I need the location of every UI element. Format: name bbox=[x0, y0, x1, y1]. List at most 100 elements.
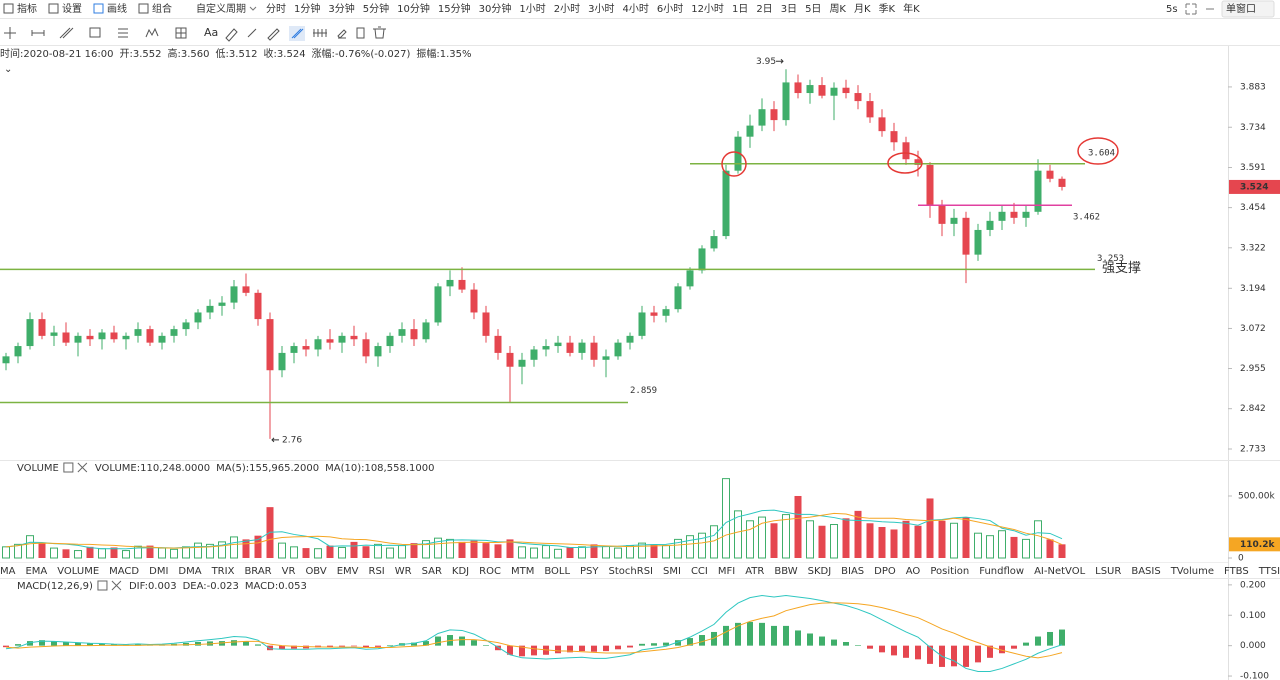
period-item[interactable]: 2小时 bbox=[554, 3, 580, 15]
candle-body bbox=[482, 312, 490, 336]
period-item[interactable]: 3小时 bbox=[588, 3, 614, 15]
indicator-tab[interactable]: SKDJ bbox=[808, 566, 832, 577]
indicator-tab[interactable]: TTSI bbox=[1258, 566, 1280, 577]
fullscreen-icon[interactable] bbox=[1185, 3, 1197, 15]
period-item[interactable]: 30分钟 bbox=[479, 2, 512, 15]
indicator-tab[interactable]: MFI bbox=[718, 566, 735, 577]
period-item[interactable]: 季K bbox=[879, 3, 896, 15]
indicator-tab[interactable]: DMA bbox=[178, 566, 201, 577]
brush-tool[interactable] bbox=[225, 28, 238, 42]
channel-tool[interactable] bbox=[59, 27, 74, 39]
toolbar-item[interactable]: 组合 bbox=[152, 2, 172, 15]
period-item[interactable]: 10分钟 bbox=[397, 2, 430, 15]
indicator-tab[interactable]: WR bbox=[395, 566, 412, 577]
close-icon[interactable] bbox=[111, 580, 122, 591]
period-item[interactable]: 周K bbox=[829, 3, 846, 15]
macd-bar bbox=[603, 645, 609, 652]
tool-icon[interactable] bbox=[93, 3, 104, 14]
indicator-tab[interactable]: TRIX bbox=[211, 566, 235, 577]
drawing-tools[interactable] bbox=[4, 26, 386, 42]
segment-tool[interactable] bbox=[31, 30, 45, 36]
custom-period[interactable]: 自定义周期 bbox=[196, 2, 246, 15]
indicator-tab[interactable]: CCI bbox=[691, 566, 708, 577]
period-item[interactable]: 1日 bbox=[732, 4, 748, 15]
volume-bar bbox=[794, 495, 802, 558]
indicator-tab[interactable]: BBW bbox=[774, 566, 797, 577]
indicator-tab[interactable]: TVolume bbox=[1170, 566, 1214, 577]
indicator-tab[interactable]: BIAS bbox=[841, 566, 864, 577]
period-item[interactable]: 年K bbox=[903, 2, 920, 15]
candle-body bbox=[398, 329, 406, 336]
indicator-tab[interactable]: DMI bbox=[149, 566, 168, 577]
indicator-tab[interactable]: OBV bbox=[305, 566, 326, 577]
tool-icon[interactable] bbox=[3, 3, 14, 14]
period-item[interactable]: 分时 bbox=[266, 3, 286, 15]
macd-bar bbox=[795, 630, 801, 646]
indicator-tab[interactable]: AO bbox=[906, 566, 921, 577]
toolbar-item[interactable]: 画线 bbox=[107, 2, 127, 15]
indicator-tab[interactable]: BOLL bbox=[544, 566, 570, 577]
indicator-tab[interactable]: VOLUME bbox=[57, 566, 99, 577]
indicator-tab[interactable]: VR bbox=[282, 566, 296, 577]
ruler-tool[interactable] bbox=[267, 28, 280, 41]
indicator-tab[interactable]: Position bbox=[930, 566, 969, 577]
period-item[interactable]: 1小时 bbox=[519, 3, 545, 15]
period-item[interactable]: 15分钟 bbox=[438, 2, 471, 15]
indicator-tab[interactable]: DPO bbox=[874, 566, 896, 577]
indicator-tab[interactable]: MACD bbox=[109, 566, 139, 577]
indicator-tab[interactable]: BRAR bbox=[244, 566, 271, 577]
crosshair-tool[interactable] bbox=[4, 27, 16, 39]
settings-icon[interactable] bbox=[63, 462, 74, 473]
pane-legend: DEA:-0.023 bbox=[183, 581, 239, 592]
copy-tool[interactable] bbox=[356, 27, 365, 39]
font-tool[interactable]: Aa bbox=[204, 26, 218, 39]
period-item[interactable]: 4小时 bbox=[622, 3, 648, 15]
indicator-tab[interactable]: Fundflow bbox=[979, 566, 1024, 577]
rect-tool[interactable] bbox=[89, 27, 101, 38]
indicator-tab[interactable]: StochRSI bbox=[609, 566, 653, 577]
period-item[interactable]: 12小时 bbox=[691, 3, 724, 15]
indicator-tab[interactable]: MA bbox=[0, 566, 16, 577]
grid-tool[interactable] bbox=[175, 27, 187, 39]
indicator-tab[interactable]: RSI bbox=[369, 566, 385, 577]
close-icon[interactable] bbox=[77, 462, 88, 473]
fib-tool[interactable] bbox=[118, 28, 128, 38]
period-item[interactable]: 2日 bbox=[756, 4, 772, 15]
indicator-tab[interactable]: FTBS bbox=[1224, 566, 1249, 577]
period-item[interactable]: 6小时 bbox=[657, 3, 683, 15]
indicator-tab[interactable]: AI-NetVOL bbox=[1034, 566, 1085, 577]
magnet-tool[interactable] bbox=[291, 28, 304, 39]
refresh-label[interactable]: 5s bbox=[1166, 4, 1178, 15]
indicator-tab[interactable]: LSUR bbox=[1095, 566, 1121, 577]
tool-icon[interactable] bbox=[138, 3, 149, 14]
measure-tool[interactable] bbox=[313, 29, 327, 37]
toolbar-item[interactable]: 指标 bbox=[17, 2, 37, 15]
settings-icon[interactable] bbox=[97, 580, 108, 591]
collapse-arrow[interactable]: ⌄ bbox=[4, 64, 12, 75]
indicator-tab[interactable]: PSY bbox=[580, 566, 599, 577]
window-button[interactable] bbox=[1221, 0, 1275, 18]
wave-tool[interactable] bbox=[145, 27, 159, 38]
indicator-tab[interactable]: EMA bbox=[25, 566, 47, 577]
indicator-tab[interactable]: ATR bbox=[745, 566, 764, 577]
lock-tool[interactable] bbox=[337, 29, 347, 39]
period-item[interactable]: 3分钟 bbox=[328, 2, 354, 15]
window-label[interactable]: 单窗口 bbox=[1226, 2, 1256, 15]
period-item[interactable]: 5分钟 bbox=[363, 2, 389, 15]
period-item[interactable]: 1分钟 bbox=[294, 2, 320, 15]
volume-bar bbox=[806, 520, 814, 559]
indicator-tab[interactable]: MTM bbox=[511, 566, 534, 577]
indicator-tab[interactable]: EMV bbox=[337, 566, 359, 577]
period-item[interactable]: 5日 bbox=[805, 4, 821, 15]
indicator-tab[interactable]: KDJ bbox=[452, 566, 469, 577]
tool-icon[interactable] bbox=[48, 3, 59, 14]
delete-tool[interactable] bbox=[373, 26, 386, 39]
indicator-tab[interactable]: BASIS bbox=[1131, 566, 1160, 577]
indicator-tab[interactable]: SAR bbox=[422, 566, 442, 577]
period-item[interactable]: 3日 bbox=[781, 4, 797, 15]
period-item[interactable]: 月K bbox=[854, 3, 871, 15]
volume-bar bbox=[626, 545, 634, 559]
indicator-tab[interactable]: ROC bbox=[479, 566, 501, 577]
toolbar-item[interactable]: 设置 bbox=[62, 3, 82, 15]
indicator-tab[interactable]: SMI bbox=[663, 566, 681, 577]
